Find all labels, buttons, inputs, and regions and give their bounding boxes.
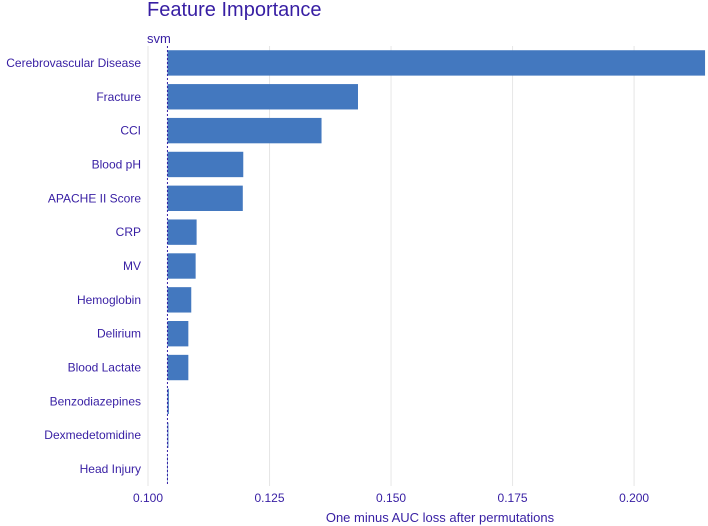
bar: [167, 287, 192, 313]
bars: [167, 50, 706, 482]
y-tick-label: APACHE II Score: [48, 191, 141, 205]
y-tick-label: Dexmedetomidine: [44, 428, 141, 442]
x-tick-label: 0.100: [133, 491, 163, 505]
bar: [167, 354, 189, 381]
bar: [167, 321, 189, 347]
y-tick-label: Blood Lactate: [68, 361, 142, 375]
y-tick-label: Benzodiazepines: [50, 394, 141, 408]
x-axis-label: One minus AUC loss after permutations: [326, 510, 555, 525]
bar: [167, 185, 243, 211]
y-tick-label: MV: [123, 259, 141, 273]
bar: [167, 117, 322, 144]
y-tick-label: CCI: [120, 124, 141, 138]
chart-subtitle: svm: [147, 31, 171, 46]
x-axis-ticks: 0.100 0.125 0.150 0.175 0.200: [133, 491, 649, 505]
y-tick-label: Blood pH: [92, 157, 141, 171]
bar: [167, 50, 706, 76]
y-axis-labels: Cerebrovascular Disease Fracture CCI Blood …: [6, 56, 141, 476]
x-tick-label: 0.200: [619, 491, 649, 505]
y-tick-label: Hemoglobin: [77, 293, 141, 307]
y-tick-label: Fracture: [96, 90, 141, 104]
chart-title: Feature Importance: [147, 0, 322, 21]
bar: [167, 151, 244, 178]
bar: [167, 456, 168, 482]
grid-lines: [147, 46, 635, 486]
x-tick-label: 0.150: [376, 491, 406, 505]
bar: [167, 219, 197, 245]
x-tick-label: 0.175: [498, 491, 528, 505]
y-tick-label: Head Injury: [80, 462, 141, 476]
y-tick-label: Cerebrovascular Disease: [6, 56, 141, 70]
bar: [167, 388, 169, 415]
x-tick-label: 0.125: [255, 491, 285, 505]
y-tick-label: CRP: [116, 225, 141, 239]
y-tick-label: Delirium: [97, 327, 141, 341]
bar: [167, 84, 358, 110]
bar: [167, 253, 196, 279]
